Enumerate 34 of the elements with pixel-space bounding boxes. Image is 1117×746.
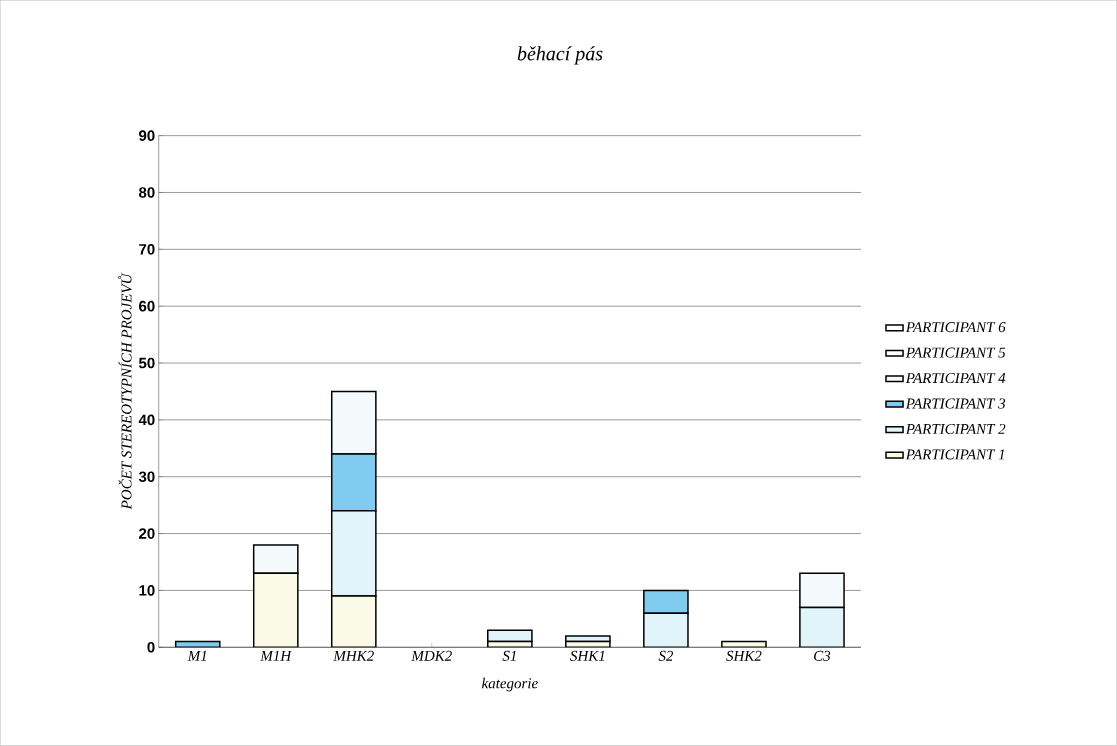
legend-label: PARTICIPANT 5 (905, 347, 1006, 358)
y-tick-label: 60 (139, 300, 155, 312)
x-tick-label: M1H (260, 650, 292, 661)
x-tick-label: SHK2 (726, 650, 762, 661)
chart-title: běhací pás (517, 46, 603, 65)
legend-label: PARTICIPANT 2 (905, 424, 1006, 435)
legend-label: PARTICIPANT 4 (905, 373, 1006, 384)
y-tick-label: 90 (139, 130, 155, 142)
y-tick-label: 10 (139, 585, 155, 596)
x-tick-label: M1 (187, 650, 207, 661)
bar (330, 595, 377, 648)
legend-label: PARTICIPANT 1 (905, 449, 1005, 460)
x-tick-label: S2 (658, 650, 674, 661)
x-tick-label: MDK2 (411, 650, 452, 661)
y-tick-label: 30 (138, 471, 155, 483)
bar (799, 606, 845, 648)
x-axis-title: kategorie (481, 677, 538, 692)
y-tick-label: 70 (139, 244, 155, 255)
x-tick-label: C3 (814, 650, 831, 661)
x-tick-label: S1 (502, 650, 516, 661)
y-axis-title: POČET STEREOTYPNÍCH PROJEVŮ (118, 272, 132, 510)
y-tick-label: 0 (147, 642, 155, 653)
legend-label: PARTICIPANT 3 (905, 398, 1006, 409)
bar (330, 453, 377, 512)
bar (252, 572, 299, 648)
legend-label: PARTICIPANT 6 (905, 322, 1006, 333)
y-tick-label: 20 (139, 528, 155, 539)
bar (643, 612, 689, 648)
bar (330, 510, 377, 597)
y-tick-label: 80 (138, 187, 155, 198)
x-tick-label: SHK1 (570, 650, 605, 661)
y-tick-label: 40 (138, 414, 155, 426)
y-tick-label: 50 (138, 357, 155, 369)
x-tick-label: MHK2 (333, 650, 374, 661)
